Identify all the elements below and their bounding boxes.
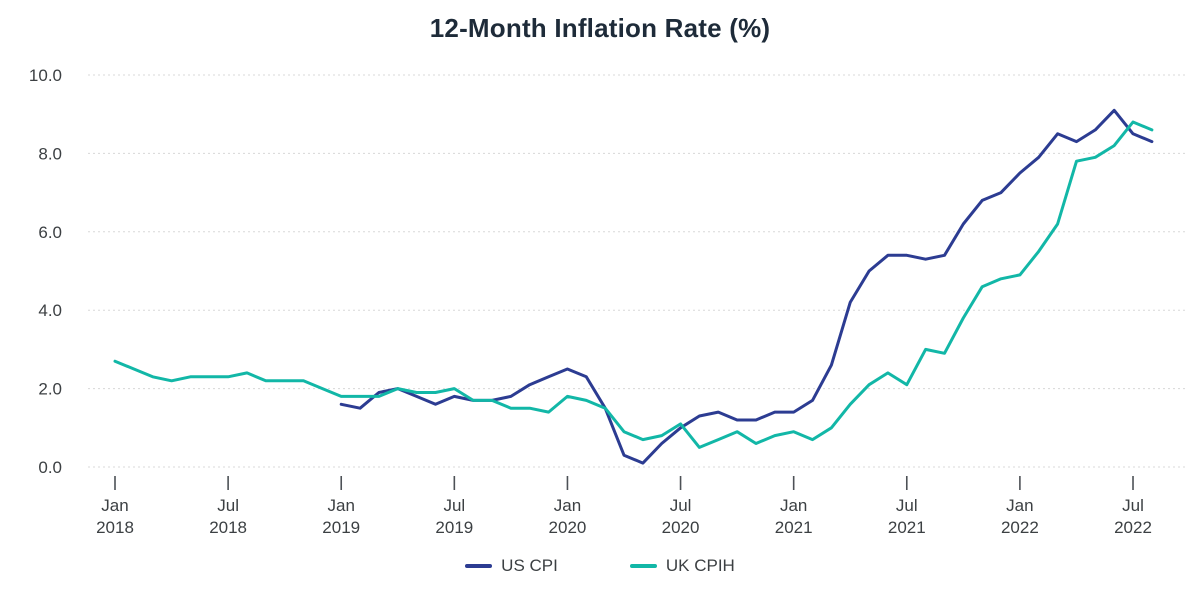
x-axis-tick-month: Jan [554,496,581,515]
y-axis-tick-label: 2.0 [38,380,62,399]
x-axis-tick-month: Jan [328,496,355,515]
x-axis-tick-month: Jul [1122,496,1144,515]
y-axis-tick-label: 8.0 [38,144,62,163]
x-axis-tick-year: 2018 [96,518,134,537]
y-axis-tick-label: 4.0 [38,301,62,320]
series-line-us-cpi [339,108,1154,465]
x-axis-tick-year: 2022 [1001,518,1039,537]
legend-item-uk-cpih: UK CPIH [629,556,735,576]
x-axis-tick-year: 2021 [888,518,926,537]
x-axis-tick-year: 2019 [322,518,360,537]
chart-title: 12-Month Inflation Rate (%) [429,13,771,43]
x-axis-tick-year: 2020 [549,518,587,537]
chart-legend: US CPI UK CPIH [0,552,1200,580]
x-axis-tick-year: 2022 [1114,518,1152,537]
chart-canvas: 0.0 2.0 4.0 6.0 8.0 10.0 Jan 2018 Jul 2018 Jan 2019… [29,66,1185,537]
x-axis-tick-year: 2019 [435,518,473,537]
legend-item-us-cpi: US CPI [465,556,558,576]
y-axis-tick-label: 6.0 [38,223,62,242]
x-axis-tick-year: 2020 [662,518,700,537]
x-axis-tick-year: 2018 [209,518,247,537]
x-axis-tick-month: Jan [780,496,807,515]
legend-swatch-uk-cpih [629,564,657,568]
x-axis-tick-year: 2021 [775,518,813,537]
legend-swatch-us-cpi [465,564,493,568]
x-axis-tick-month: Jul [443,496,465,515]
y-axis-tick-label: 0.0 [38,458,62,477]
x-axis-tick-month: Jul [670,496,692,515]
y-axis-tick-label: 10.0 [29,66,62,85]
x-axis-tick-month: Jul [217,496,239,515]
x-axis-tick-month: Jul [896,496,918,515]
legend-label-uk-cpih: UK CPIH [665,556,735,575]
series-line-uk-cpih [113,120,1154,449]
legend-label-us-cpi: US CPI [501,556,558,575]
x-axis-tick-month: Jan [101,496,128,515]
x-axis-tick-month: Jan [1006,496,1033,515]
